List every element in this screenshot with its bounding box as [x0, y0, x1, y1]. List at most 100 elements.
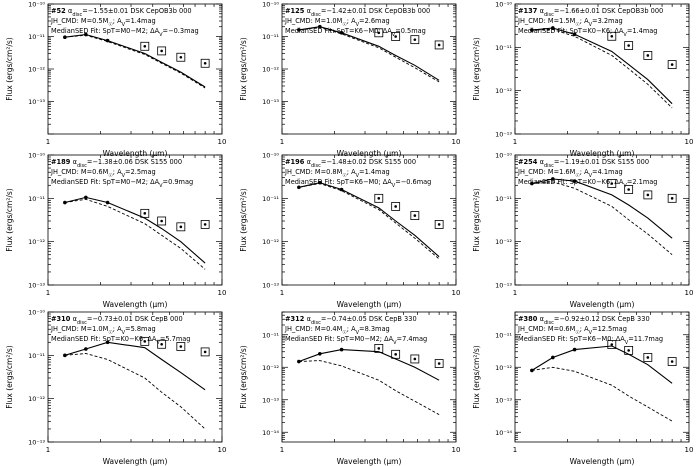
y-tick-label: 10⁻¹¹	[262, 195, 279, 203]
excess-point-box	[176, 342, 186, 351]
y-tick-label: 10⁻¹⁰	[28, 309, 45, 317]
y-axis-label: Flux (ergs/cm²/s)	[239, 188, 248, 252]
observed-sed-line	[531, 345, 673, 384]
y-tick-label: 10⁻¹³	[495, 396, 512, 404]
excess-point-dot	[646, 193, 650, 197]
median-sed-fit-line	[298, 360, 440, 415]
annotation-line-3: MedianSED Fit: SpT=K6−M0; ΔAV=11.7mag	[518, 335, 663, 346]
observed-sed-point	[105, 340, 110, 345]
observed-sed-point	[551, 355, 555, 360]
y-tick-label: 10⁻¹⁰	[495, 1, 512, 9]
plot-frame	[47, 311, 223, 443]
excess-point-box	[667, 60, 677, 69]
x-tick-label: 10	[218, 446, 227, 454]
annotation-line-1: #137 αdisc=−1.66±0.01 DSK CepOB3b 000	[518, 7, 663, 18]
y-axis-label: Flux (ergs/cm²/s)	[5, 37, 14, 101]
excess-point-dot	[627, 44, 630, 47]
annotation-line-1: #196 αdisc=−1.48±0.02 DSK S155 000	[285, 158, 416, 169]
plot-frame	[514, 3, 690, 135]
y-tick-label: 10⁻¹³	[495, 131, 512, 139]
x-tick-label: 10	[452, 446, 461, 454]
median-sed-fit-line	[64, 198, 206, 270]
excess-point-dot	[377, 31, 381, 35]
excess-point-box	[607, 340, 617, 349]
sed-panel-4: 1 10 10⁻¹⁰ 10⁻¹¹ 10⁻¹² 10⁻¹³ Wavelength (μm) Fl…	[5, 152, 226, 310]
sed-panel-5: 1 10 10⁻¹⁰ 10⁻¹¹ 10⁻¹² 10⁻¹³ Wavelength (μm) Fl…	[239, 152, 460, 310]
y-tick-label: 10⁻¹¹	[262, 33, 279, 41]
excess-point-box	[200, 347, 210, 357]
excess-point-box	[157, 46, 167, 56]
x-axis-label: Wavelength (μm)	[103, 149, 168, 158]
annotation-line-3: MedianSED Fit: SpT=M0−M2; ΔAV=−0.3mag	[51, 27, 199, 38]
y-tick-label: 10⁻¹⁰	[28, 152, 45, 160]
excess-point-dot	[627, 349, 630, 352]
x-tick-label: 10	[685, 138, 694, 146]
excess-point-dot	[179, 55, 183, 59]
excess-point-dot	[143, 212, 147, 215]
excess-point-box	[391, 202, 401, 211]
y-tick-label: 10⁻¹⁰	[262, 1, 279, 9]
y-tick-label: 10⁻¹¹	[28, 195, 45, 203]
annotation-line-3: MedianSED Fit: SpT=K0−K6; ΔAV=5.7mag	[51, 335, 190, 346]
x-tick-label: 10	[218, 289, 227, 297]
y-tick-label: 10⁻¹²	[495, 238, 512, 246]
excess-point-dot	[394, 353, 397, 356]
y-axis-label: Flux (ergs/cm²/s)	[239, 345, 248, 409]
annotation-line-3: MedianSED Fit: SpT=K6−M0; ΔAV=−0.6mag	[285, 178, 431, 189]
annotation-line-1: #125 αdisc=−1.42±0.01 DSK CepOB3b 000	[285, 7, 430, 18]
y-tick-label: 10⁻¹³	[28, 98, 45, 106]
excess-point-box	[140, 208, 150, 218]
median-sed-fit-line	[531, 181, 673, 256]
excess-point-box	[643, 190, 653, 200]
excess-point-dot	[143, 44, 147, 48]
excess-point-dot	[610, 343, 614, 346]
y-axis-label: Flux (ergs/cm²/s)	[472, 37, 481, 101]
observed-sed-point	[530, 181, 534, 186]
excess-point-dot	[377, 197, 381, 200]
y-axis-label: Flux (ergs/cm²/s)	[5, 188, 14, 252]
x-axis-label: Wavelength (μm)	[103, 457, 168, 466]
x-tick-label: 10	[218, 138, 227, 146]
y-tick-label: 10⁻¹¹	[262, 331, 279, 339]
sed-panel-3: 1 10 10⁻¹⁰ 10⁻¹¹ 10⁻¹² 10⁻¹³ Wavelength (μm) Fl…	[472, 1, 693, 159]
annotation-line-2: JH_CMD: M=0.6M☉; AV=2.5mag	[50, 168, 156, 179]
excess-point-dot	[203, 61, 207, 65]
excess-point-box	[434, 40, 444, 50]
excess-point-box	[643, 353, 653, 362]
annotation-line-1: #380 αdisc=−0.92±0.12 DSK CepB 330	[518, 315, 650, 326]
observed-sed-point	[105, 200, 110, 205]
observed-sed-point	[297, 28, 301, 32]
x-axis-label: Wavelength (μm)	[103, 300, 168, 309]
observed-sed-point	[297, 359, 301, 364]
excess-point-dot	[377, 347, 381, 350]
y-tick-label: 10⁻¹²	[262, 238, 279, 246]
annotation-line-3: MedianSED Fit: SpT=M0−M2; ΔAV=7.4mag	[285, 335, 427, 346]
y-tick-label: 10⁻¹⁴	[495, 429, 512, 437]
y-tick-label: 10⁻¹²	[495, 87, 512, 95]
y-axis-label: Flux (ergs/cm²/s)	[239, 37, 248, 101]
annotation-line-2: JH_CMD: M=1.6M☉; AV=4.1mag	[517, 168, 623, 179]
x-axis-label: Wavelength (μm)	[570, 457, 635, 466]
observed-sed-point	[530, 368, 534, 373]
excess-point-dot	[413, 38, 417, 41]
median-sed-fit-line	[64, 353, 206, 430]
y-tick-label: 10⁻¹²	[28, 395, 45, 403]
annotation-line-1: #310 αdisc=−0.73±0.01 DSK CepB 000	[51, 315, 183, 326]
observed-sed-point	[551, 177, 555, 181]
sed-panel-8: 1 10 10⁻¹¹ 10⁻¹² 10⁻¹³ 10⁻¹⁴ Wavelength (μm) Fl…	[239, 311, 461, 466]
observed-sed-point	[63, 200, 67, 205]
y-tick-label: 10⁻¹³	[495, 282, 512, 290]
annotation-line-2: JH_CMD: M=0.8M☉; AV=1.4mag	[284, 168, 390, 179]
excess-point-dot	[437, 43, 441, 47]
observed-sed-line	[64, 33, 206, 88]
annotation-line-2: JH_CMD: M=1.5M☉; AV=3.2mag	[517, 17, 623, 28]
observed-sed-point	[530, 28, 534, 32]
y-tick-label: 10⁻¹¹	[495, 331, 512, 339]
y-tick-label: 10⁻¹²	[28, 238, 45, 246]
plot-frame	[514, 154, 690, 286]
observed-sed-point	[105, 38, 110, 43]
y-tick-label: 10⁻¹⁴	[262, 429, 279, 437]
median-sed-fit-line	[64, 34, 206, 89]
excess-point-dot	[203, 223, 207, 226]
